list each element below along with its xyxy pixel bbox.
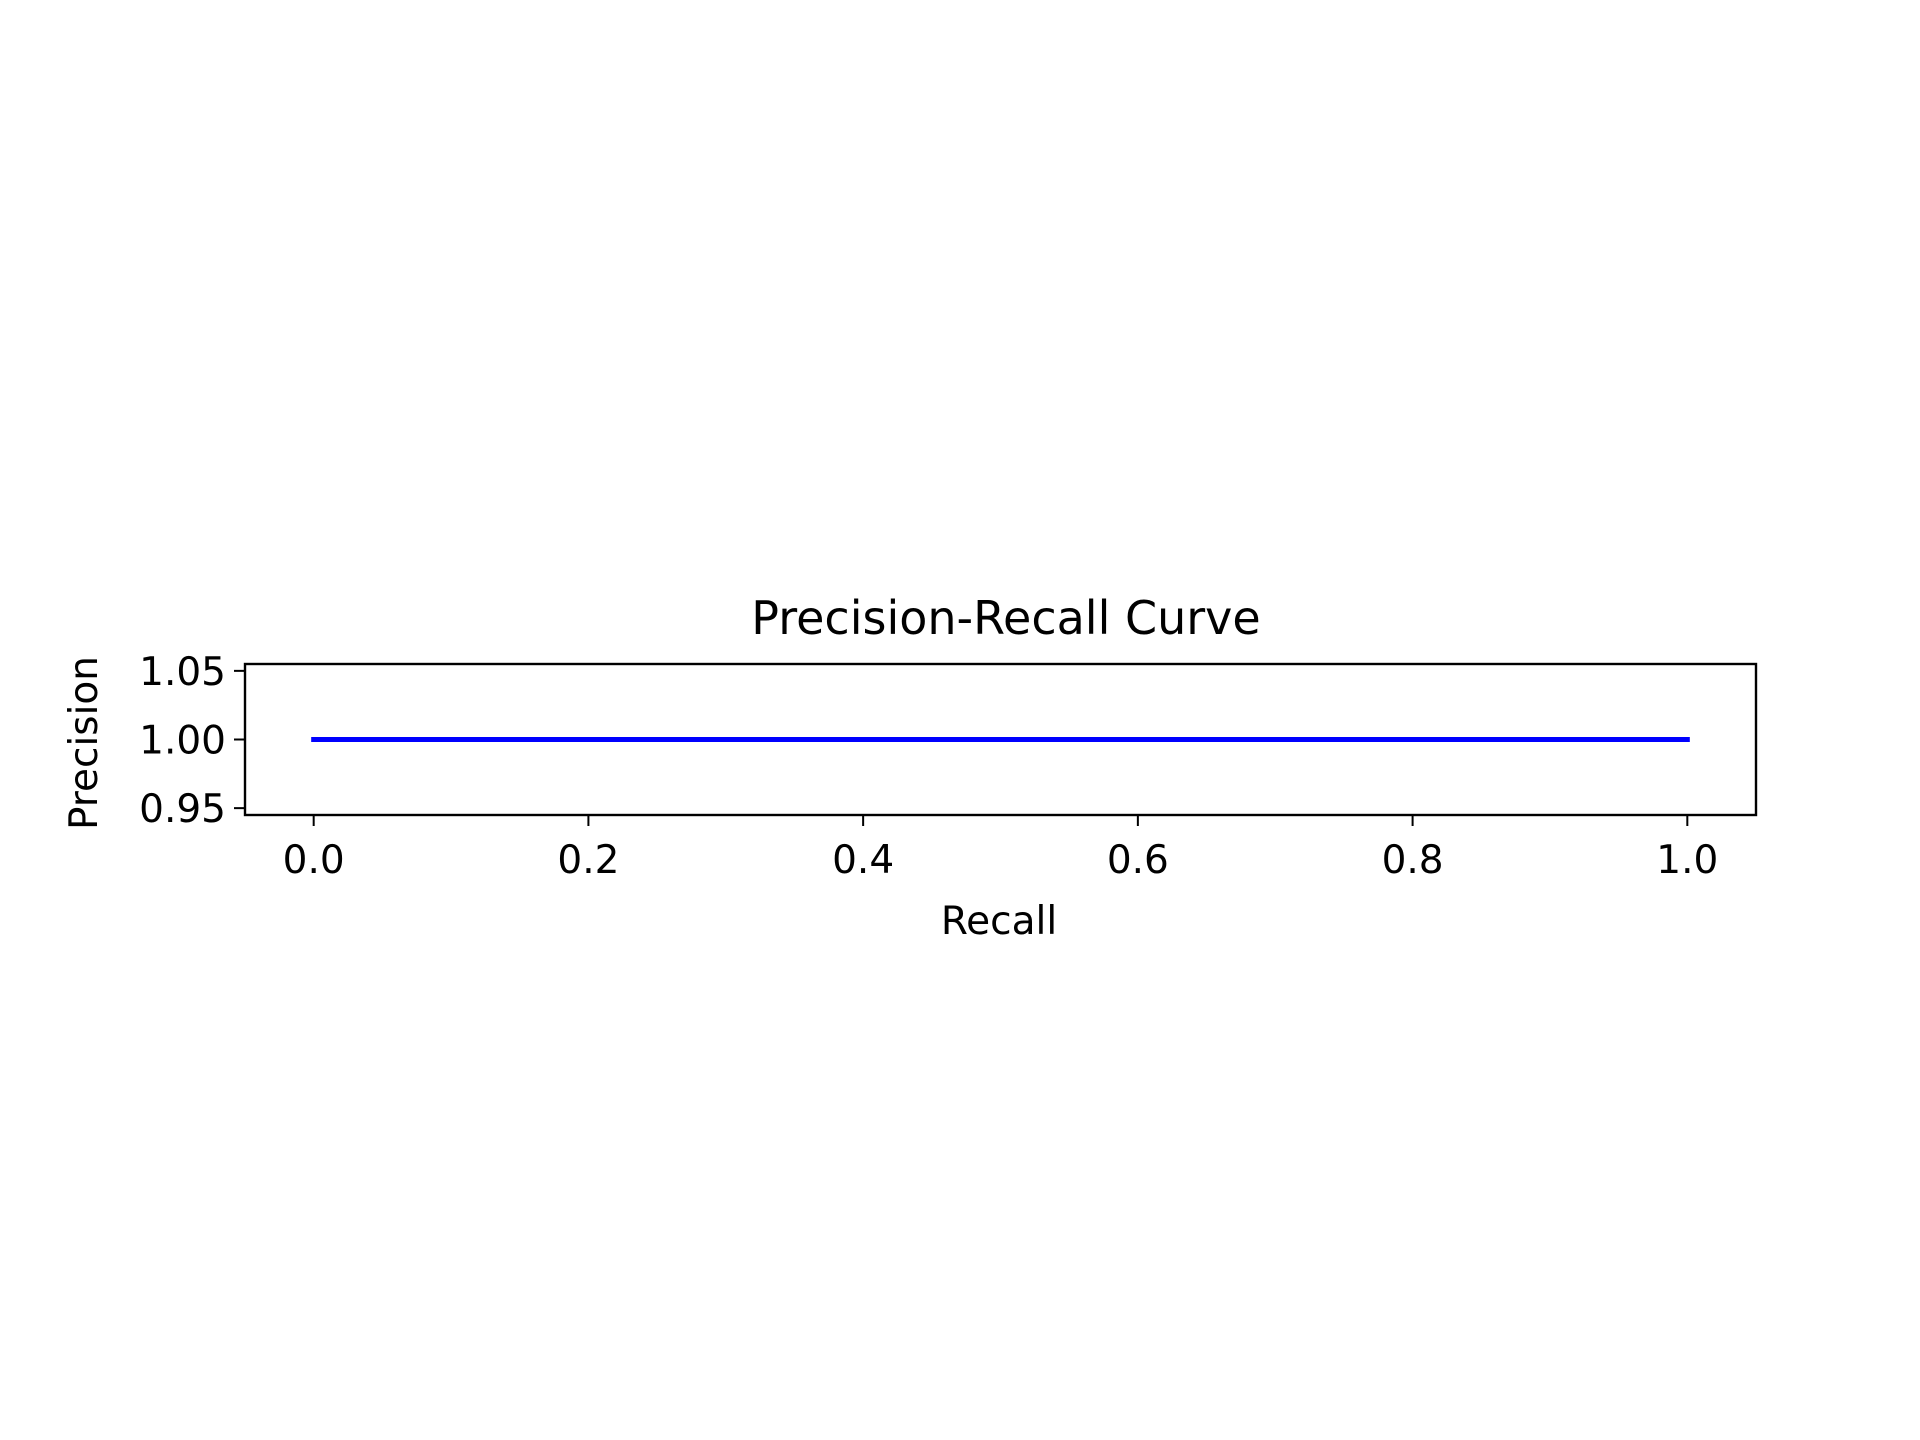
plot-area-frame bbox=[243, 662, 1758, 817]
x-axis-label: Recall bbox=[941, 899, 1057, 944]
x-tick-label: 0.4 bbox=[832, 838, 894, 883]
y-axis-label: Precision bbox=[62, 656, 107, 830]
y-axis-ticks: 0.95 1.00 1.05 bbox=[139, 650, 245, 832]
y-tick-label: 1.00 bbox=[139, 719, 226, 764]
x-tick-label: 0.2 bbox=[557, 838, 619, 883]
x-tick-label: 0.6 bbox=[1107, 838, 1169, 883]
x-tick-label: 0.8 bbox=[1382, 838, 1444, 883]
y-tick-label: 0.95 bbox=[139, 787, 226, 832]
x-axis-ticks: 0.0 0.2 0.4 0.6 0.8 1.0 bbox=[283, 815, 1718, 883]
y-tick-label: 1.05 bbox=[139, 650, 226, 695]
x-tick-label: 0.0 bbox=[283, 838, 345, 883]
chart-title: Precision-Recall Curve bbox=[751, 591, 1260, 645]
x-tick-label: 1.0 bbox=[1656, 838, 1718, 883]
